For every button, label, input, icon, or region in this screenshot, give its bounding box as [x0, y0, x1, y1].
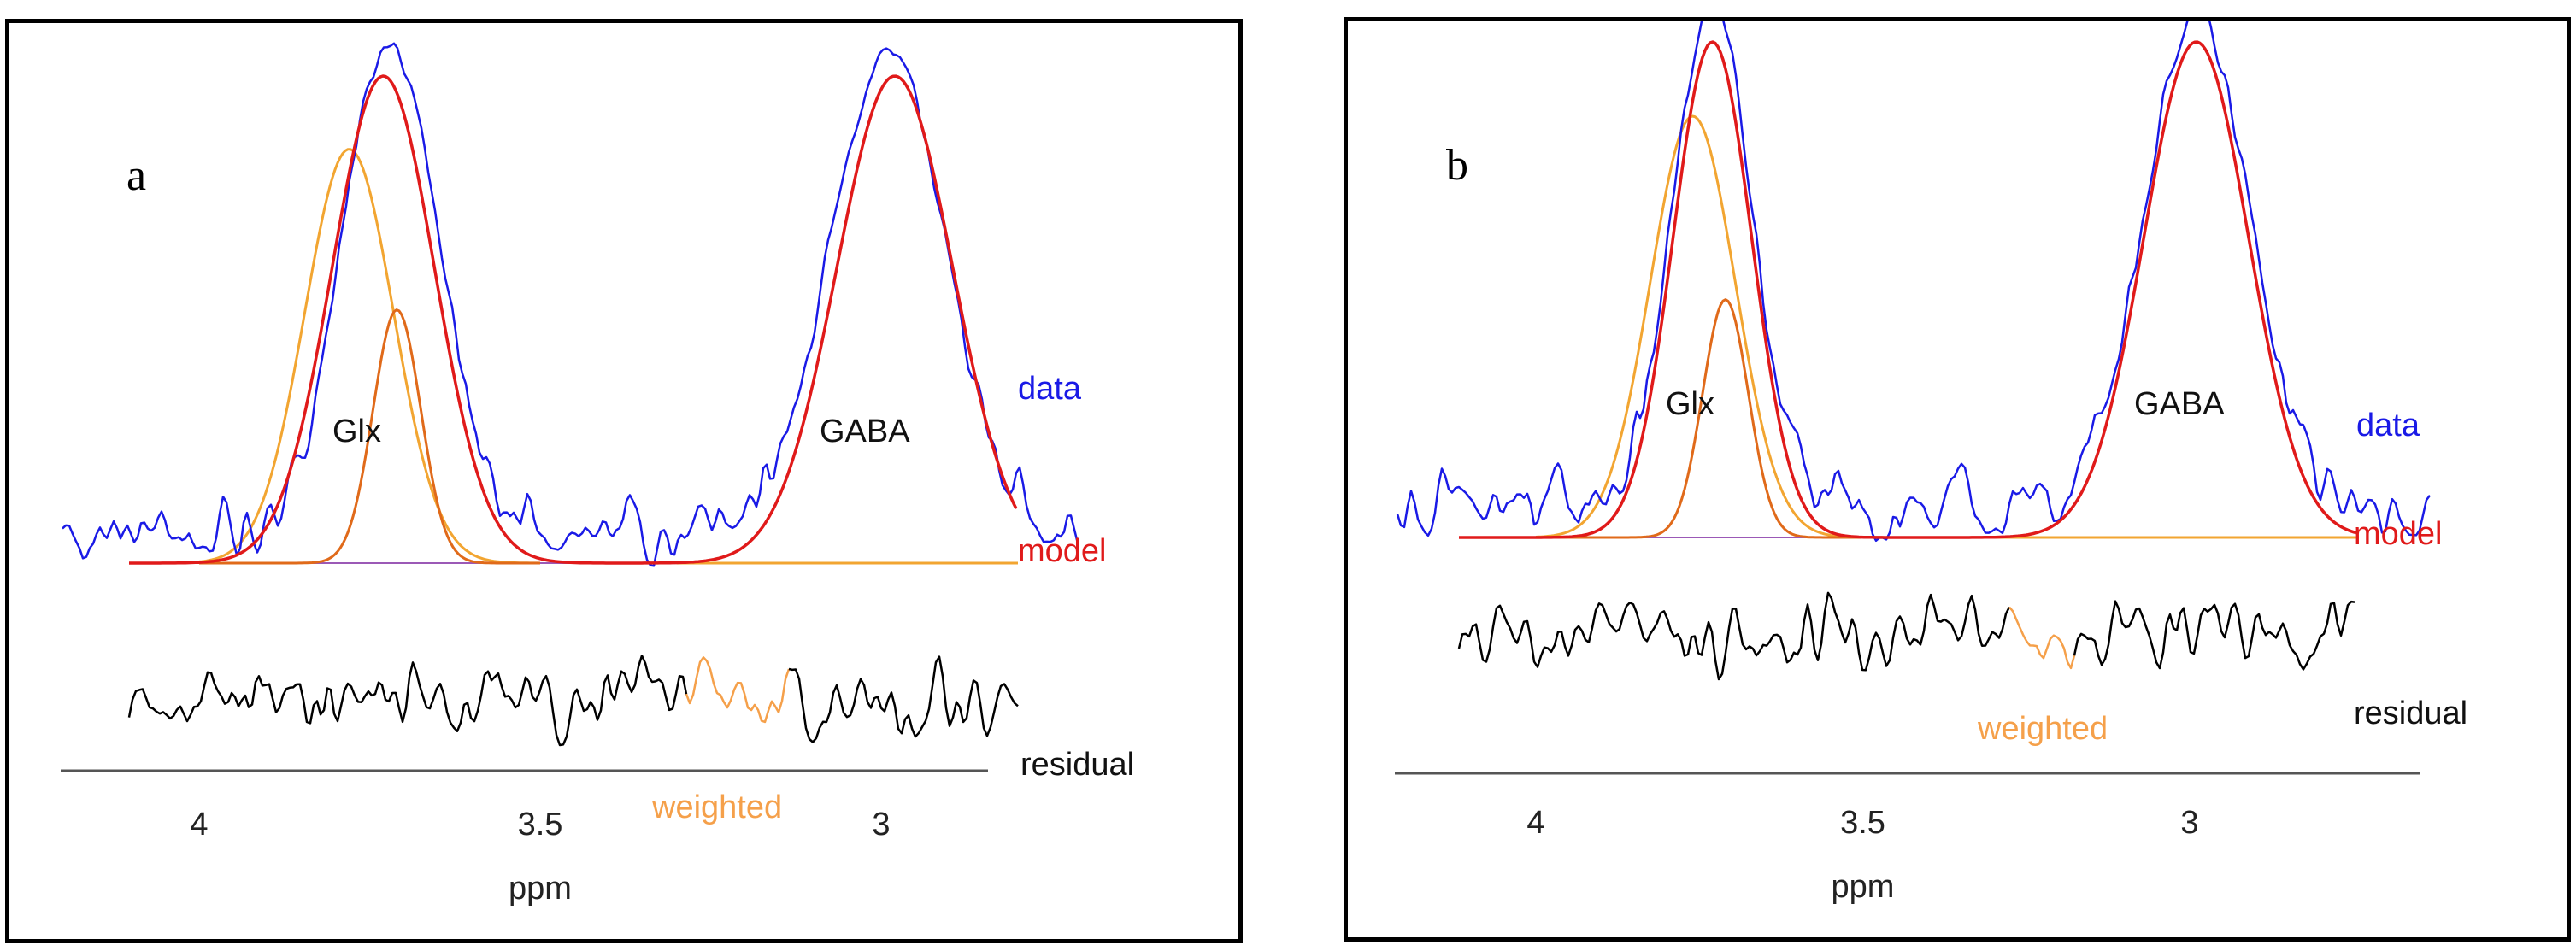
legend-residual-label: residual: [2354, 696, 2467, 731]
legend-model-label: model: [1018, 533, 1107, 569]
x-tick-label: 3.5: [518, 807, 563, 842]
glx-peak-label: Glx: [1666, 386, 1714, 422]
legend-weighted-label: weighted: [651, 790, 782, 825]
x-tick-label: 3: [2180, 805, 2198, 841]
residual-line: [2073, 600, 2355, 671]
x-axis: 4 3.5 3 ppm: [1395, 772, 2420, 905]
x-axis-label: ppm: [509, 871, 572, 907]
legend-data-label: data: [2356, 408, 2420, 443]
legend-residual-label: residual: [1020, 747, 1134, 783]
model-line: [1459, 40, 2357, 539]
gaba-peak-label: GABA: [2134, 386, 2225, 422]
data-line: [1396, 21, 2432, 543]
gaba-peak-label: GABA: [820, 414, 910, 449]
x-tick-label: 4: [1526, 805, 1544, 841]
spectrum-plot-a: a 4 3.5 3 ppm Glx GABA data model residu…: [61, 42, 1134, 907]
legend-data-label: data: [1018, 371, 1082, 407]
glx-component-1-line: [198, 148, 541, 565]
spectrum-plot-b: b 4 3.5 3 ppm Glx GABA data model residu…: [1395, 21, 2467, 905]
curves-group: [62, 42, 1079, 747]
glx-component-2-line: [1536, 298, 1861, 539]
panel-label: b: [1446, 141, 1468, 190]
glx-peak-label: Glx: [332, 414, 381, 449]
legend-weighted-label: weighted: [1977, 711, 2108, 747]
legend-model-label: model: [2354, 516, 2443, 552]
glx-component-2-line: [199, 308, 540, 565]
residual-line: [127, 655, 688, 747]
x-axis-label: ppm: [1832, 869, 1895, 905]
model-line: [129, 74, 1018, 565]
x-tick-label: 4: [190, 807, 208, 842]
weighted-residual-line: [685, 656, 791, 724]
data-line: [62, 42, 1079, 567]
curves-group: [1396, 21, 2432, 681]
panel-label: a: [126, 151, 146, 200]
x-tick-label: 3: [872, 807, 890, 842]
residual-line: [1457, 591, 2011, 681]
panel-b: b 4 3.5 3 ppm Glx GABA data model residu…: [1344, 17, 2571, 942]
x-axis: 4 3.5 3 ppm: [61, 769, 988, 907]
glx-component-1-line: [1535, 114, 1861, 539]
x-tick-label: 3.5: [1840, 805, 1885, 841]
weighted-residual-line: [2008, 606, 2076, 670]
panel-a: a 4 3.5 3 ppm Glx GABA data model residu…: [5, 19, 1243, 943]
residual-line: [788, 655, 1019, 743]
